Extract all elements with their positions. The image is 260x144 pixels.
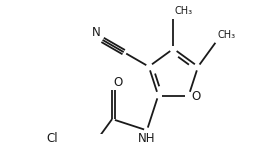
Text: Cl: Cl — [46, 132, 58, 144]
Text: CH₃: CH₃ — [218, 30, 236, 40]
Text: NH: NH — [138, 132, 156, 144]
Text: N: N — [92, 26, 101, 39]
Text: O: O — [191, 90, 200, 103]
Text: CH₃: CH₃ — [174, 6, 192, 16]
Text: O: O — [114, 76, 123, 89]
